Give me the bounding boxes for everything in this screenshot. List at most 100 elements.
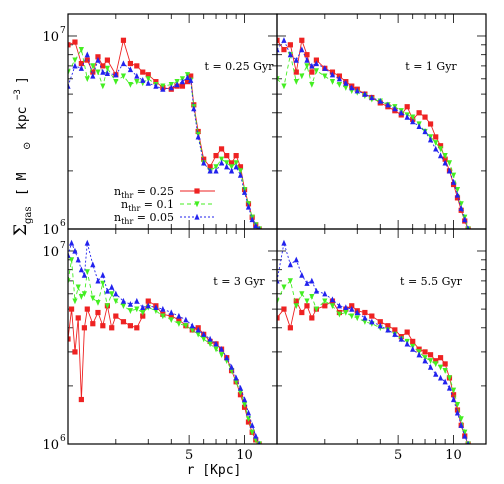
y-tick-mantissa: 10 bbox=[42, 223, 59, 238]
data-point-n01 bbox=[336, 311, 343, 318]
data-point-n005 bbox=[458, 205, 464, 211]
data-point-n005 bbox=[104, 287, 110, 294]
data-point-n025 bbox=[68, 42, 71, 48]
data-point-n01 bbox=[450, 387, 457, 394]
data-point-n025 bbox=[427, 121, 434, 127]
panel-bottom-right: 5 10 t = 5.5 Gyr bbox=[276, 228, 487, 463]
data-point-n025 bbox=[299, 37, 305, 43]
data-point-n025 bbox=[369, 313, 375, 319]
data-point-n005 bbox=[281, 37, 287, 43]
data-point-n005 bbox=[369, 318, 375, 325]
data-point-n005 bbox=[392, 331, 398, 337]
data-point-n005 bbox=[446, 167, 453, 174]
data-point-n005 bbox=[168, 309, 174, 316]
data-point-n025 bbox=[68, 336, 71, 342]
data-point-n005 bbox=[140, 304, 146, 311]
data-point-n025 bbox=[218, 146, 225, 152]
data-point-n025 bbox=[304, 52, 310, 58]
data-point-n005 bbox=[237, 171, 244, 178]
data-point-n005 bbox=[446, 384, 453, 391]
time-annotation: t = 5.5 Gyr bbox=[400, 275, 463, 288]
data-point-n025 bbox=[422, 114, 428, 120]
data-point-n01 bbox=[343, 309, 349, 316]
data-point-n005 bbox=[127, 301, 134, 307]
data-point-n025 bbox=[416, 110, 422, 116]
data-point-n025 bbox=[228, 160, 235, 166]
data-point-n005 bbox=[218, 159, 225, 166]
series-group-top-right bbox=[277, 37, 471, 229]
data-point-n025 bbox=[224, 153, 230, 159]
data-point-n01 bbox=[442, 368, 448, 374]
data-point-n01 bbox=[90, 63, 96, 70]
data-point-n01 bbox=[95, 300, 101, 306]
data-point-n005 bbox=[343, 304, 349, 311]
data-point-n005 bbox=[207, 167, 213, 174]
data-point-n005 bbox=[377, 322, 383, 329]
data-point-n005 bbox=[224, 163, 230, 170]
data-point-n005 bbox=[281, 239, 287, 246]
y-tick-mantissa: 10 bbox=[42, 245, 59, 260]
data-point-n005 bbox=[427, 136, 434, 143]
data-point-n01 bbox=[281, 83, 287, 90]
data-point-n01 bbox=[309, 294, 315, 300]
data-point-n025 bbox=[281, 47, 287, 53]
data-point-n01 bbox=[446, 160, 453, 167]
data-point-n005 bbox=[313, 60, 319, 67]
data-point-n005 bbox=[195, 133, 201, 140]
data-point-n01 bbox=[446, 375, 453, 382]
data-point-n005 bbox=[257, 440, 261, 444]
data-point-n01 bbox=[287, 278, 293, 285]
data-point-n025 bbox=[427, 352, 434, 358]
data-point-n025 bbox=[100, 63, 106, 69]
data-point-n025 bbox=[195, 128, 201, 135]
data-point-n005 bbox=[404, 113, 410, 120]
data-point-n01 bbox=[78, 47, 84, 53]
data-point-n025 bbox=[140, 69, 146, 75]
data-point-n005 bbox=[140, 77, 146, 83]
data-point-n005 bbox=[410, 345, 416, 352]
data-point-n005 bbox=[224, 354, 230, 361]
data-point-n005 bbox=[437, 152, 444, 159]
data-point-n025 bbox=[201, 156, 207, 162]
data-point-n025 bbox=[153, 79, 159, 85]
data-point-n005 bbox=[433, 370, 439, 377]
y-label-subscript: gas bbox=[23, 207, 34, 225]
data-point-n005 bbox=[437, 374, 444, 381]
data-point-n005 bbox=[134, 297, 140, 304]
data-point-n005 bbox=[404, 340, 410, 347]
x-ticks-bottom-right bbox=[324, 229, 454, 444]
data-point-n005 bbox=[309, 277, 315, 284]
data-point-n005 bbox=[84, 51, 90, 58]
data-point-n005 bbox=[450, 396, 457, 403]
data-point-n01 bbox=[304, 63, 310, 70]
data-point-n005 bbox=[213, 167, 219, 174]
data-point-n005 bbox=[422, 357, 428, 364]
data-point-n005 bbox=[113, 290, 119, 297]
data-point-n005 bbox=[189, 322, 195, 329]
data-point-n025 bbox=[100, 323, 106, 329]
data-point-n025 bbox=[72, 349, 78, 355]
data-point-n005 bbox=[90, 72, 96, 79]
y-tick-label: 10 6 bbox=[42, 219, 66, 238]
data-point-n01 bbox=[68, 257, 75, 264]
time-annotation: t = 3 Gyr bbox=[213, 275, 265, 288]
y-tick-exponent: 6 bbox=[60, 219, 66, 229]
data-point-n005 bbox=[81, 271, 87, 278]
data-point-n005 bbox=[410, 118, 416, 125]
y-tick-label: 10 6 bbox=[42, 434, 66, 453]
data-point-n005 bbox=[416, 123, 422, 130]
data-point-n025 bbox=[349, 303, 355, 309]
data-point-n025 bbox=[450, 392, 457, 398]
data-point-n005 bbox=[392, 105, 398, 112]
data-point-n005 bbox=[188, 77, 194, 83]
data-point-n005 bbox=[442, 159, 448, 166]
data-point-n025 bbox=[72, 39, 78, 45]
data-point-n005 bbox=[304, 56, 310, 63]
data-point-n025 bbox=[207, 164, 213, 170]
data-point-n005 bbox=[257, 225, 261, 229]
y-tick-mantissa: 10 bbox=[42, 30, 59, 45]
data-point-n01 bbox=[277, 298, 280, 305]
data-point-n005 bbox=[120, 297, 127, 304]
data-point-n025 bbox=[433, 358, 439, 364]
data-point-n005 bbox=[322, 290, 328, 297]
